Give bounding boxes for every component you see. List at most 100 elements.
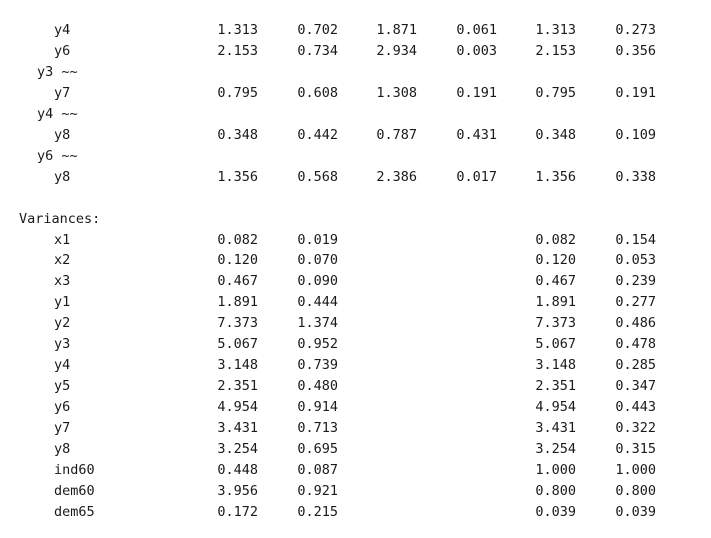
parameter-row: y7 0.795 0.608 1.308 0.191 0.795 0.191 xyxy=(0,83,711,103)
parameter-value: 1.871 xyxy=(376,22,417,38)
variance-label: dem60 xyxy=(54,483,95,499)
variance-row: y1 1.891 0.444 1.891 0.277 xyxy=(0,292,711,312)
parameter-value: 0.702 xyxy=(297,22,338,38)
variance-label: x3 xyxy=(54,273,71,289)
variance-label: x2 xyxy=(54,252,71,268)
parameter-value: 2.386 xyxy=(376,169,417,185)
variance-row: y5 2.351 0.480 2.351 0.347 xyxy=(0,376,711,396)
variance-row: y3 5.067 0.952 5.067 0.478 xyxy=(0,334,711,354)
std-err-value: 0.019 xyxy=(297,232,338,248)
estimate-value: 0.448 xyxy=(217,462,258,478)
covariance-group-header: y6 ~~ xyxy=(0,146,711,166)
std-all-value: 1.000 xyxy=(615,462,656,478)
variance-label: y4 xyxy=(54,357,71,373)
std-lv-value: 3.254 xyxy=(535,441,576,457)
variance-label: dem65 xyxy=(54,504,95,520)
variance-row: y7 3.431 0.713 3.431 0.322 xyxy=(0,418,711,438)
std-lv-value: 1.000 xyxy=(535,462,576,478)
parameter-label: y7 xyxy=(54,85,71,101)
std-all-value: 0.039 xyxy=(615,504,656,520)
std-err-value: 0.215 xyxy=(297,504,338,520)
parameter-value: 0.017 xyxy=(456,169,497,185)
std-all-value: 0.478 xyxy=(615,336,656,352)
variance-row: x1 0.082 0.019 0.082 0.154 xyxy=(0,230,711,250)
estimate-value: 0.467 xyxy=(217,273,258,289)
parameter-value: 2.934 xyxy=(376,43,417,59)
parameter-value: 0.356 xyxy=(615,43,656,59)
std-lv-value: 4.954 xyxy=(535,399,576,415)
variance-row: dem65 0.172 0.215 0.039 0.039 xyxy=(0,502,711,522)
std-all-value: 0.443 xyxy=(615,399,656,415)
std-err-value: 0.952 xyxy=(297,336,338,352)
std-lv-value: 5.067 xyxy=(535,336,576,352)
std-all-value: 0.285 xyxy=(615,357,656,373)
variance-label: x1 xyxy=(54,232,71,248)
parameter-value: 2.153 xyxy=(217,43,258,59)
parameter-value: 0.348 xyxy=(217,127,258,143)
parameter-value: 0.608 xyxy=(297,85,338,101)
std-all-value: 0.800 xyxy=(615,483,656,499)
parameter-value: 0.431 xyxy=(456,127,497,143)
estimate-value: 0.120 xyxy=(217,252,258,268)
variance-label: y6 xyxy=(54,399,71,415)
std-all-value: 0.053 xyxy=(615,252,656,268)
variance-row: y4 3.148 0.739 3.148 0.285 xyxy=(0,355,711,375)
parameter-label: y8 xyxy=(54,127,71,143)
variance-label: y3 xyxy=(54,336,71,352)
parameter-value: 1.356 xyxy=(217,169,258,185)
std-err-value: 0.713 xyxy=(297,420,338,436)
parameter-row: y8 0.348 0.442 0.787 0.431 0.348 0.109 xyxy=(0,125,711,145)
parameter-value: 0.795 xyxy=(217,85,258,101)
variance-label: y5 xyxy=(54,378,71,394)
std-lv-value: 0.082 xyxy=(535,232,576,248)
std-lv-value: 3.431 xyxy=(535,420,576,436)
std-err-value: 0.914 xyxy=(297,399,338,415)
std-err-value: 0.090 xyxy=(297,273,338,289)
std-err-value: 0.695 xyxy=(297,441,338,457)
std-lv-value: 1.891 xyxy=(535,294,576,310)
parameter-value: 0.273 xyxy=(615,22,656,38)
estimate-value: 3.956 xyxy=(217,483,258,499)
parameter-value: 0.191 xyxy=(615,85,656,101)
std-err-value: 1.374 xyxy=(297,315,338,331)
parameter-value: 1.308 xyxy=(376,85,417,101)
group-label: y6 ~~ xyxy=(37,148,78,164)
estimate-value: 3.431 xyxy=(217,420,258,436)
parameter-row: y6 2.153 0.734 2.934 0.003 2.153 0.356 xyxy=(0,41,711,61)
estimate-value: 4.954 xyxy=(217,399,258,415)
estimate-value: 2.351 xyxy=(217,378,258,394)
parameter-value: 0.338 xyxy=(615,169,656,185)
parameter-value: 0.734 xyxy=(297,43,338,59)
group-label: y4 ~~ xyxy=(37,106,78,122)
std-lv-value: 2.351 xyxy=(535,378,576,394)
variance-row: y2 7.373 1.374 7.373 0.486 xyxy=(0,313,711,333)
variance-row: ind60 0.448 0.087 1.000 1.000 xyxy=(0,460,711,480)
std-all-value: 0.154 xyxy=(615,232,656,248)
std-err-value: 0.444 xyxy=(297,294,338,310)
std-all-value: 0.486 xyxy=(615,315,656,331)
variance-label: y7 xyxy=(54,420,71,436)
covariance-group-header: y4 ~~ xyxy=(0,104,711,124)
std-lv-value: 0.039 xyxy=(535,504,576,520)
variance-row: y8 3.254 0.695 3.254 0.315 xyxy=(0,439,711,459)
parameter-value: 1.356 xyxy=(535,169,576,185)
std-err-value: 0.921 xyxy=(297,483,338,499)
std-lv-value: 3.148 xyxy=(535,357,576,373)
std-lv-value: 7.373 xyxy=(535,315,576,331)
variance-row: y6 4.954 0.914 4.954 0.443 xyxy=(0,397,711,417)
estimate-value: 3.254 xyxy=(217,441,258,457)
std-err-value: 0.087 xyxy=(297,462,338,478)
group-label: y3 ~~ xyxy=(37,64,78,80)
std-err-value: 0.480 xyxy=(297,378,338,394)
parameter-value: 0.348 xyxy=(535,127,576,143)
variance-label: y1 xyxy=(54,294,71,310)
std-err-value: 0.070 xyxy=(297,252,338,268)
std-err-value: 0.739 xyxy=(297,357,338,373)
parameter-row: y4 1.313 0.702 1.871 0.061 1.313 0.273 xyxy=(0,20,711,40)
parameter-value: 1.313 xyxy=(217,22,258,38)
parameter-value: 2.153 xyxy=(535,43,576,59)
variance-label: ind60 xyxy=(54,462,95,478)
std-lv-value: 0.120 xyxy=(535,252,576,268)
variance-row: x3 0.467 0.090 0.467 0.239 xyxy=(0,271,711,291)
